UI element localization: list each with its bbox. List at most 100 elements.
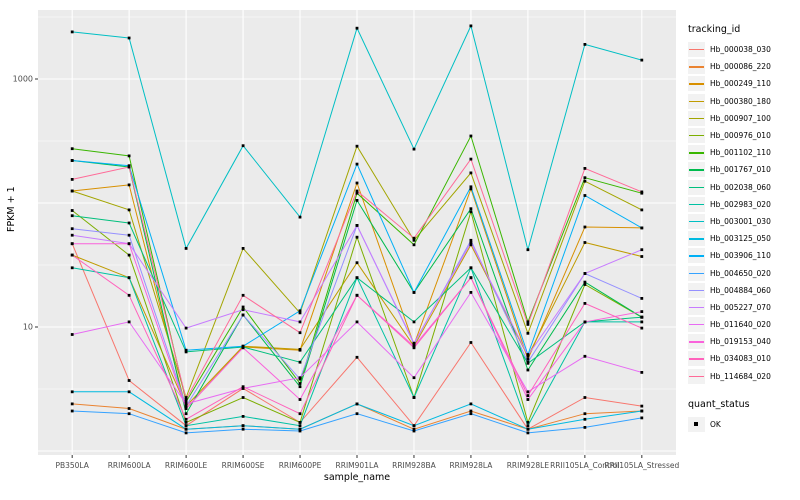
data-point — [583, 396, 587, 399]
data-point — [526, 424, 530, 428]
data-point — [184, 424, 188, 428]
data-point — [355, 26, 359, 30]
data-point — [640, 371, 644, 374]
data-point — [583, 43, 587, 46]
series-color-key-icon — [688, 368, 705, 384]
data-point — [70, 409, 74, 413]
series-color-key-icon — [688, 110, 705, 126]
data-point — [70, 242, 74, 246]
data-point — [412, 236, 416, 240]
data-point — [469, 185, 473, 189]
data-point — [469, 157, 473, 161]
x-tick-label: PB350LA — [55, 461, 89, 470]
legend-item-label: OK — [710, 419, 721, 429]
legend-item: Hb_000380_180 — [688, 93, 798, 110]
x-tick-label: RRIM928LA — [449, 461, 493, 470]
data-point — [127, 183, 131, 187]
legend-item: Hb_003906_110 — [688, 247, 798, 264]
data-point — [298, 215, 302, 219]
data-point — [127, 36, 131, 40]
data-point — [70, 214, 74, 218]
data-point — [127, 276, 131, 280]
data-point — [70, 333, 74, 336]
data-point — [298, 348, 302, 351]
data-point — [640, 409, 644, 413]
x-tick-label: RRIM600SE — [222, 461, 265, 470]
data-point — [298, 412, 302, 416]
series-color-key-icon — [688, 213, 705, 229]
legend-item-label: Hb_004884_060 — [710, 285, 771, 295]
data-point — [640, 297, 644, 300]
legend-item-label: Hb_000086_220 — [710, 62, 771, 72]
x-tick-label: RRIM600PE — [279, 461, 322, 470]
data-point — [469, 238, 473, 242]
legend-item-label: Hb_000249_110 — [710, 79, 771, 89]
data-point — [241, 247, 245, 250]
data-point — [298, 421, 302, 424]
legend-item-label: Hb_114684_020 — [710, 371, 771, 381]
data-point — [70, 253, 74, 257]
data-point — [184, 398, 188, 401]
x-tick-label: RRIM928LE — [507, 461, 550, 470]
data-point — [355, 412, 359, 416]
data-point — [70, 30, 74, 34]
legend-item-label: Hb_004650_020 — [710, 268, 771, 278]
data-point — [184, 417, 188, 421]
series-color-key-icon — [688, 248, 705, 264]
data-point — [127, 233, 131, 237]
data-point — [583, 320, 587, 324]
data-point — [184, 400, 188, 404]
data-point — [298, 382, 302, 385]
series-color-key-icon — [688, 128, 705, 144]
data-point — [640, 58, 644, 62]
data-point — [583, 167, 587, 170]
data-point — [127, 293, 131, 297]
data-point — [583, 225, 587, 229]
data-point — [640, 226, 644, 230]
data-point — [412, 291, 416, 294]
data-point — [241, 308, 245, 312]
data-point — [469, 134, 473, 138]
data-point — [355, 355, 359, 359]
series-color-key-icon — [688, 145, 705, 161]
data-point — [184, 404, 188, 408]
data-point — [184, 421, 188, 424]
data-point — [184, 412, 188, 416]
series-color-key-icon — [688, 317, 705, 333]
data-point — [526, 427, 530, 431]
legend-item: Hb_001102_110 — [688, 144, 798, 161]
data-point — [241, 293, 245, 297]
data-point — [127, 242, 131, 246]
data-point — [412, 429, 416, 433]
legend-item-label: Hb_011640_020 — [710, 320, 771, 330]
data-point — [469, 207, 473, 211]
data-point — [640, 248, 644, 252]
legend-item-label: Hb_001102_110 — [710, 148, 771, 158]
data-point — [127, 253, 131, 257]
data-point — [469, 412, 473, 416]
legend-item: Hb_004884_060 — [688, 282, 798, 299]
data-point — [412, 320, 416, 324]
ok-square-marker-icon — [688, 416, 705, 432]
data-point — [127, 379, 131, 382]
x-tick-label: RRIM600LE — [165, 461, 208, 470]
data-point — [640, 404, 644, 408]
legend-item-label: Hb_000976_010 — [710, 131, 771, 141]
data-point — [583, 280, 587, 284]
data-point — [184, 407, 188, 410]
data-point — [298, 377, 302, 381]
data-point — [412, 243, 416, 247]
legend-title-tracking-id: tracking_id — [688, 24, 741, 35]
data-point — [241, 144, 245, 148]
data-point — [355, 224, 359, 227]
data-point — [241, 385, 245, 389]
legend-item: Hb_001767_010 — [688, 161, 798, 178]
legend-panel: tracking_id Hb_000038_030 Hb_000086_220 Hb… — [688, 24, 798, 433]
data-point — [127, 407, 131, 410]
data-point — [355, 402, 359, 406]
data-point — [412, 396, 416, 399]
data-point — [184, 402, 188, 406]
data-point — [583, 417, 587, 421]
data-point — [526, 421, 530, 424]
